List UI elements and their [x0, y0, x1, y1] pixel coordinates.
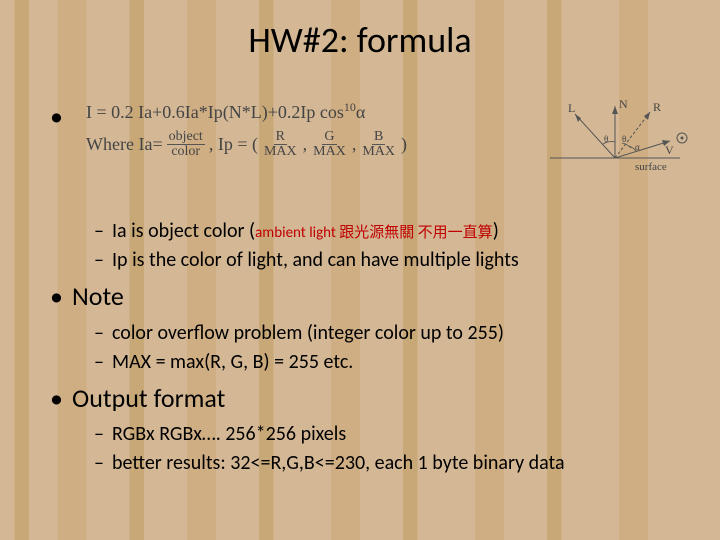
- output-b: –better results: 32<=R,G,B<=230, each 1 …: [50, 450, 700, 477]
- note-a-text: color overflow problem (integer color up…: [112, 321, 504, 345]
- bullet-output: •Output format: [50, 382, 700, 416]
- sub-ip: –Ip is the color of light, and can have …: [50, 247, 700, 274]
- note-title: Note: [72, 280, 124, 312]
- sub-ia-red: ambient light 跟光源無關 不用一直算: [255, 224, 493, 242]
- output-title: Output format: [72, 382, 225, 414]
- note-a: –color overflow problem (integer color u…: [50, 320, 700, 347]
- slide-content: • –Ia is object color (ambient light 跟光源…: [50, 100, 700, 479]
- output-a-text: RGBx RGBx…. 256*256 pixels: [112, 422, 346, 446]
- sub-ia: –Ia is object color (ambient light 跟光源無關…: [50, 218, 700, 245]
- sub-ia-post: ): [493, 219, 499, 243]
- output-b-text: better results: 32<=R,G,B<=230, each 1 b…: [112, 451, 565, 475]
- sub-ip-text: Ip is the color of light, and can have m…: [112, 248, 519, 272]
- sub-ia-pre: Ia is object color (: [112, 219, 255, 243]
- output-a: –RGBx RGBx…. 256*256 pixels: [50, 421, 700, 448]
- bullet-formula: •: [50, 100, 700, 134]
- note-b-text: MAX = max(R, G, B) = 255 etc.: [112, 350, 353, 374]
- slide-title: HW#2: formula: [0, 18, 720, 62]
- bullet-note: •Note: [50, 280, 700, 314]
- note-b: –MAX = max(R, G, B) = 255 etc.: [50, 349, 700, 376]
